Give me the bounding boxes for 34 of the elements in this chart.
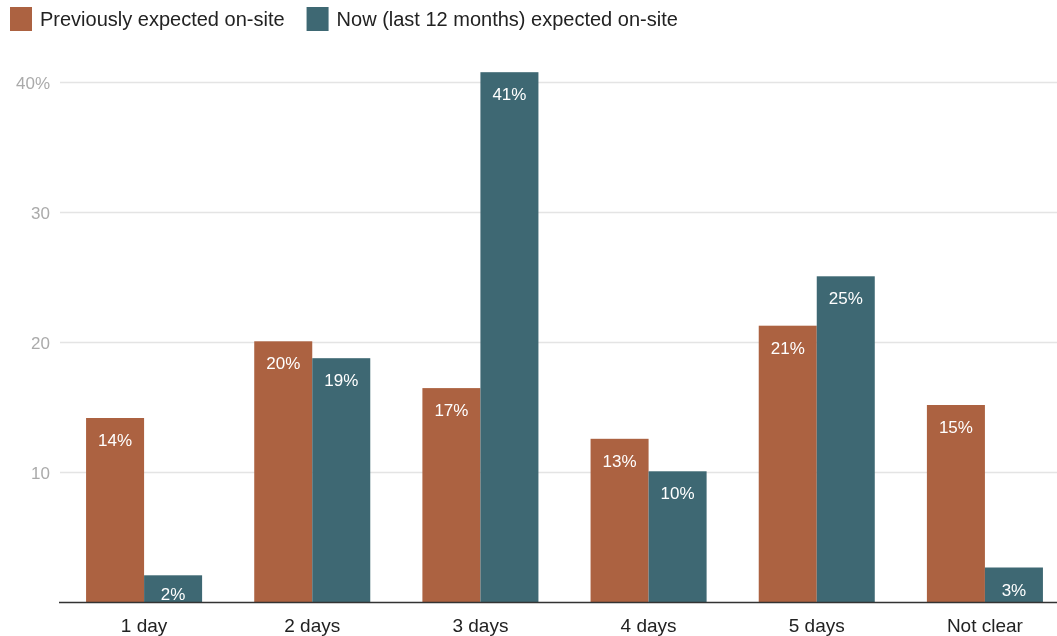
bar [312,358,371,603]
bar [926,405,985,603]
bar [86,418,145,603]
data-label: 25% [828,288,863,308]
data-label: 21% [770,338,805,358]
x-tick-label: 1 day [120,614,168,636]
x-tick-label: Not clear [946,614,1024,636]
legend-label: Previously expected on-site [40,8,285,30]
bar [590,438,649,603]
data-label: 17% [434,400,469,420]
data-label: 19% [324,370,359,390]
bar [422,388,481,603]
data-label: 2% [160,584,186,604]
bar [648,471,707,603]
bar [816,276,875,603]
y-tick-label: 10 [31,463,50,483]
x-tick-label: 3 days [452,614,509,636]
bar [480,72,539,603]
x-tick-label: 4 days [620,614,677,636]
y-tick-label: 30 [31,203,50,223]
data-label: 15% [938,417,973,437]
data-label: 20% [266,353,301,373]
legend-label: Now (last 12 months) expected on-site [336,8,678,30]
bar [254,341,313,603]
bar [758,325,817,603]
data-label: 3% [1001,580,1027,599]
y-tick-label: 20 [31,333,50,353]
x-tick-label: 5 days [788,614,845,636]
data-label: 13% [602,451,637,471]
data-label: 10% [660,483,695,503]
data-label: 41% [492,84,527,104]
y-tick-label: 40% [15,73,50,93]
x-tick-label: 2 days [284,614,341,636]
data-label: 14% [98,430,133,450]
